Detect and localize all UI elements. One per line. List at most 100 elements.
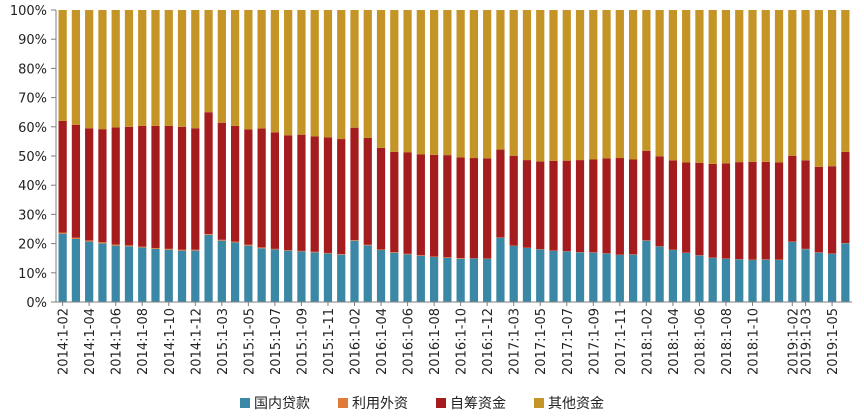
bar-segment-s1-20 bbox=[323, 252, 333, 254]
bar-segment-s0-19 bbox=[310, 252, 319, 302]
bar-segment-s2-12 bbox=[217, 122, 226, 240]
bar-segment-s3-37 bbox=[549, 10, 558, 161]
bar-segment-s2-15 bbox=[257, 128, 266, 248]
bar-segment-s3-47 bbox=[682, 10, 691, 163]
legend-swatch bbox=[240, 398, 250, 408]
bar-segment-s2-38 bbox=[562, 160, 571, 252]
bar-segment-s0-17 bbox=[284, 250, 293, 302]
bar-segment-s3-58 bbox=[827, 10, 837, 167]
bar-segment-s3-52 bbox=[748, 10, 757, 162]
bar-segment-s2-41 bbox=[602, 158, 611, 254]
bar-segment-s2-28 bbox=[429, 154, 439, 257]
bar-segment-s2-7 bbox=[151, 125, 160, 248]
bar-segment-s0-51 bbox=[735, 259, 744, 302]
bar-segment-s0-8 bbox=[164, 249, 173, 302]
bar-segment-s2-27 bbox=[416, 154, 425, 256]
bar-segment-s2-17 bbox=[284, 135, 293, 251]
bar-segment-s2-53 bbox=[761, 161, 770, 260]
bar-segment-s2-52 bbox=[748, 161, 757, 260]
bar-segment-s3-53 bbox=[761, 10, 770, 162]
x-tick-label: 2019:1-05 bbox=[826, 308, 841, 375]
bar-segment-s0-31 bbox=[469, 258, 479, 302]
bar-segment-s0-34 bbox=[509, 245, 518, 302]
bar-segment-s0-33 bbox=[496, 237, 505, 302]
bar-segment-s0-9 bbox=[177, 250, 187, 302]
legend-label: 自筹资金 bbox=[450, 395, 506, 412]
bar-segment-s2-13 bbox=[230, 125, 240, 242]
x-tick-label: 2016:1-04 bbox=[375, 308, 390, 375]
bar-segment-s1-23 bbox=[363, 244, 372, 246]
bar-segment-s3-29 bbox=[443, 10, 452, 156]
bar-segment-s3-25 bbox=[390, 10, 399, 152]
bar-segment-s2-45 bbox=[655, 156, 664, 247]
bar-segment-s0-56 bbox=[801, 249, 810, 302]
y-axis: 0% 10% 20% 30% 40% 50% 60% 70% 80% 90% 100% bbox=[10, 4, 57, 311]
bar-segment-s2-0 bbox=[58, 120, 67, 233]
bar-segment-s2-25 bbox=[390, 151, 399, 253]
bar-segment-s3-4 bbox=[111, 10, 120, 128]
bar-segment-s0-14 bbox=[244, 245, 253, 302]
bar-segment-s3-50 bbox=[721, 10, 731, 164]
bar-segment-s3-44 bbox=[642, 10, 651, 151]
bar-segment-s1-1 bbox=[71, 237, 81, 239]
bar-segment-s0-35 bbox=[522, 247, 532, 302]
bar-segment-s2-54 bbox=[774, 162, 784, 260]
x-tick-label: 2019:1-03 bbox=[800, 308, 815, 375]
bar-segment-s2-1 bbox=[71, 124, 81, 238]
x-tick-label: 2018:1-06 bbox=[693, 308, 708, 375]
bar-segment-s2-39 bbox=[575, 160, 585, 253]
bar-segment-s3-45 bbox=[655, 10, 664, 157]
x-tick-label: 2014:1-06 bbox=[110, 308, 125, 375]
x-tick-label: 2018:1-10 bbox=[747, 308, 762, 375]
bar-segment-s0-22 bbox=[350, 240, 359, 302]
bar-segment-s2-24 bbox=[376, 147, 386, 250]
y-tick-label: 40% bbox=[18, 179, 47, 194]
bar-segment-s0-28 bbox=[429, 257, 439, 302]
x-tick-label: 2017:1-05 bbox=[534, 308, 549, 375]
bar-segment-s0-1 bbox=[71, 238, 81, 302]
bar-segment-s0-27 bbox=[416, 255, 425, 302]
bar-segment-s3-21 bbox=[337, 10, 346, 140]
bar-segment-s3-38 bbox=[562, 10, 571, 161]
bar-segment-s2-40 bbox=[589, 159, 598, 253]
bar-segment-s0-41 bbox=[602, 253, 611, 302]
bar-segment-s2-59 bbox=[841, 151, 850, 244]
bar-segment-s2-16 bbox=[270, 132, 280, 249]
bar-segment-s0-6 bbox=[138, 247, 147, 302]
x-tick-label: 2014:1-08 bbox=[136, 308, 151, 375]
bar-segment-s3-34 bbox=[509, 10, 518, 156]
x-tick-label: 2015:1-07 bbox=[269, 308, 284, 375]
y-tick-label: 80% bbox=[18, 62, 47, 77]
bar-segment-s3-23 bbox=[363, 10, 372, 138]
bar-segment-s0-37 bbox=[549, 250, 558, 302]
bar-segment-s1-16 bbox=[270, 248, 280, 250]
bar-segment-s0-48 bbox=[695, 255, 704, 302]
bar-segment-s1-30 bbox=[456, 258, 465, 259]
bar-segment-s2-42 bbox=[615, 158, 624, 255]
legend-swatch bbox=[436, 398, 446, 408]
bar-segment-s2-48 bbox=[695, 162, 704, 256]
bar-segment-s3-33 bbox=[496, 10, 505, 150]
y-tick-label: 50% bbox=[18, 150, 47, 165]
bar-segment-s3-17 bbox=[284, 10, 293, 136]
bar-segment-s0-5 bbox=[124, 246, 134, 302]
bar-segment-s0-24 bbox=[376, 250, 386, 302]
x-tick-label: 2016:1-06 bbox=[402, 308, 417, 375]
bar-segment-s2-35 bbox=[522, 160, 532, 248]
bar-segment-s0-53 bbox=[761, 259, 770, 302]
y-tick-label: 10% bbox=[18, 267, 47, 282]
x-tick-label: 2018:1-08 bbox=[720, 308, 735, 375]
bar-segment-s1-6 bbox=[138, 246, 147, 248]
bar-segment-s2-8 bbox=[164, 125, 173, 249]
bar-segment-s0-42 bbox=[615, 254, 624, 302]
bar-segment-s0-10 bbox=[191, 250, 200, 302]
bar-segment-s2-5 bbox=[124, 126, 134, 246]
bar-segment-s3-6 bbox=[138, 10, 147, 126]
bar-segment-s3-54 bbox=[774, 10, 784, 163]
bar-segment-s2-36 bbox=[536, 161, 545, 250]
bar-segment-s2-18 bbox=[297, 134, 306, 251]
bar-segment-s2-32 bbox=[483, 158, 492, 259]
x-tick-label: 2015:1-05 bbox=[242, 308, 257, 375]
x-tick-label: 2018:1-02 bbox=[640, 308, 655, 375]
y-tick-label: 60% bbox=[18, 121, 47, 136]
